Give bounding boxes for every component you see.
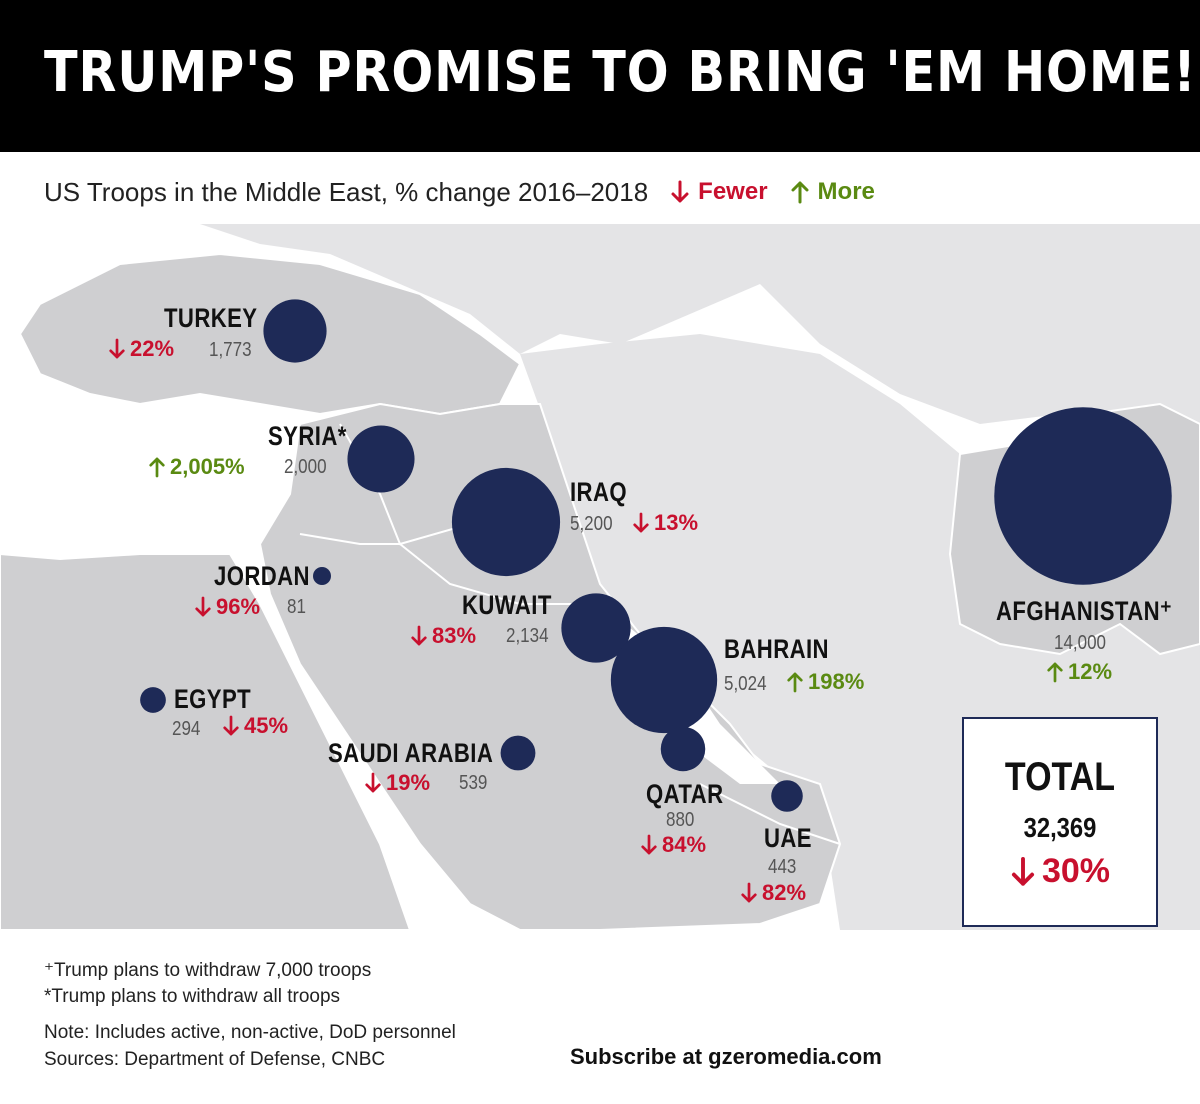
bubble-qatar [660, 726, 706, 772]
egypt-troops: 294 [172, 718, 201, 740]
bubble-turkey [263, 299, 327, 363]
uae-change: 82% [740, 882, 806, 904]
arrow-down-icon [364, 772, 382, 794]
bahrain-troops: 5,024 [724, 673, 767, 695]
uae-name: UAE [764, 823, 812, 853]
subtitle: US Troops in the Middle East, % change 2… [44, 176, 649, 207]
arrow-up-icon [790, 179, 810, 205]
iraq-name: IRAQ [570, 477, 627, 507]
egypt-name: EGYPT [174, 684, 252, 714]
total-troops: 32,369 [1023, 812, 1097, 843]
subscribe-link[interactable]: Subscribe at gzeromedia.com [570, 1044, 882, 1069]
arrow-down-icon [740, 882, 758, 904]
bubble-jordan [313, 567, 331, 585]
qatar-troops: 880 [666, 809, 695, 831]
iraq-change: 13% [632, 512, 698, 534]
legend-more-label: More [817, 178, 875, 205]
arrow-down-icon [222, 715, 240, 737]
middle-east-map [0, 224, 1200, 930]
footnote-note: Note: Includes active, non-active, DoD p… [44, 1022, 456, 1043]
legend-fewer-label: Fewer [698, 178, 768, 205]
syria-name: SYRIA* [268, 421, 347, 451]
bubble-syria [347, 425, 415, 493]
legend-more: More [790, 178, 875, 206]
arrow-down-icon [410, 625, 428, 647]
arrow-down-icon [1010, 855, 1036, 889]
total-change: 30% [964, 852, 1156, 891]
footnote-star: *Trump plans to withdraw all troops [44, 986, 341, 1007]
syria-troops: 2,000 [284, 456, 327, 478]
jordan-name: JORDAN [214, 561, 310, 591]
saudi-troops: 539 [459, 772, 488, 794]
subtitle-row: US Troops in the Middle East, % change 2… [44, 174, 875, 210]
red-sea [230, 554, 420, 930]
bubble-bahrain [610, 626, 718, 734]
jordan-troops: 81 [287, 596, 306, 618]
egypt-change: 45% [222, 715, 288, 737]
arrow-down-icon [632, 512, 650, 534]
bubble-kuwait [561, 593, 631, 663]
infographic-title: TRUMP'S PROMISE TO BRING 'EM HOME! [44, 40, 1197, 105]
uae-troops: 443 [768, 856, 797, 878]
arrow-up-icon [1046, 661, 1064, 683]
qatar-change: 84% [640, 834, 706, 856]
bahrain-name: BAHRAIN [724, 634, 829, 664]
bahrain-change: 198% [786, 671, 864, 693]
footnote-plus: ⁺Trump plans to withdraw 7,000 troops [44, 960, 372, 981]
arrow-down-icon [194, 596, 212, 618]
turkey-change: 22% [108, 338, 174, 360]
kuwait-change: 83% [410, 625, 476, 647]
saudi-name: SAUDI ARABIA [328, 738, 494, 768]
saudi-change: 19% [364, 772, 430, 794]
bubble-iraq [451, 467, 561, 577]
arrow-up-icon [148, 456, 166, 478]
qatar-name: QATAR [646, 779, 724, 809]
afghanistan-troops: 14,000 [1054, 632, 1106, 654]
arrow-down-icon [670, 179, 690, 205]
arrow-up-icon [786, 671, 804, 693]
jordan-change: 96% [194, 596, 260, 618]
footnote-sources: Sources: Department of Defense, CNBC [44, 1049, 386, 1070]
header-bar: TRUMP'S PROMISE TO BRING 'EM HOME! [0, 0, 1200, 152]
iraq-troops: 5,200 [570, 513, 613, 535]
kuwait-troops: 2,134 [506, 625, 549, 647]
bubble-uae [771, 780, 803, 812]
bubble-egypt [140, 687, 166, 713]
total-label: TOTAL [1004, 755, 1116, 799]
bubble-afghanistan [994, 407, 1172, 585]
kuwait-name: KUWAIT [462, 590, 552, 620]
legend-fewer: Fewer [670, 178, 768, 206]
arrow-down-icon [640, 834, 658, 856]
arrow-down-icon [108, 338, 126, 360]
turkey-name: TURKEY [164, 303, 258, 333]
total-box: TOTAL 32,369 30% [962, 717, 1158, 927]
northern-land [0, 224, 1200, 484]
afghanistan-change: 12% [1046, 661, 1112, 683]
syria-change: 2,005% [148, 456, 245, 478]
turkey-troops: 1,773 [209, 339, 252, 361]
bubble-saudi [500, 735, 536, 771]
afghanistan-name: AFGHANISTAN⁺ [996, 596, 1173, 626]
